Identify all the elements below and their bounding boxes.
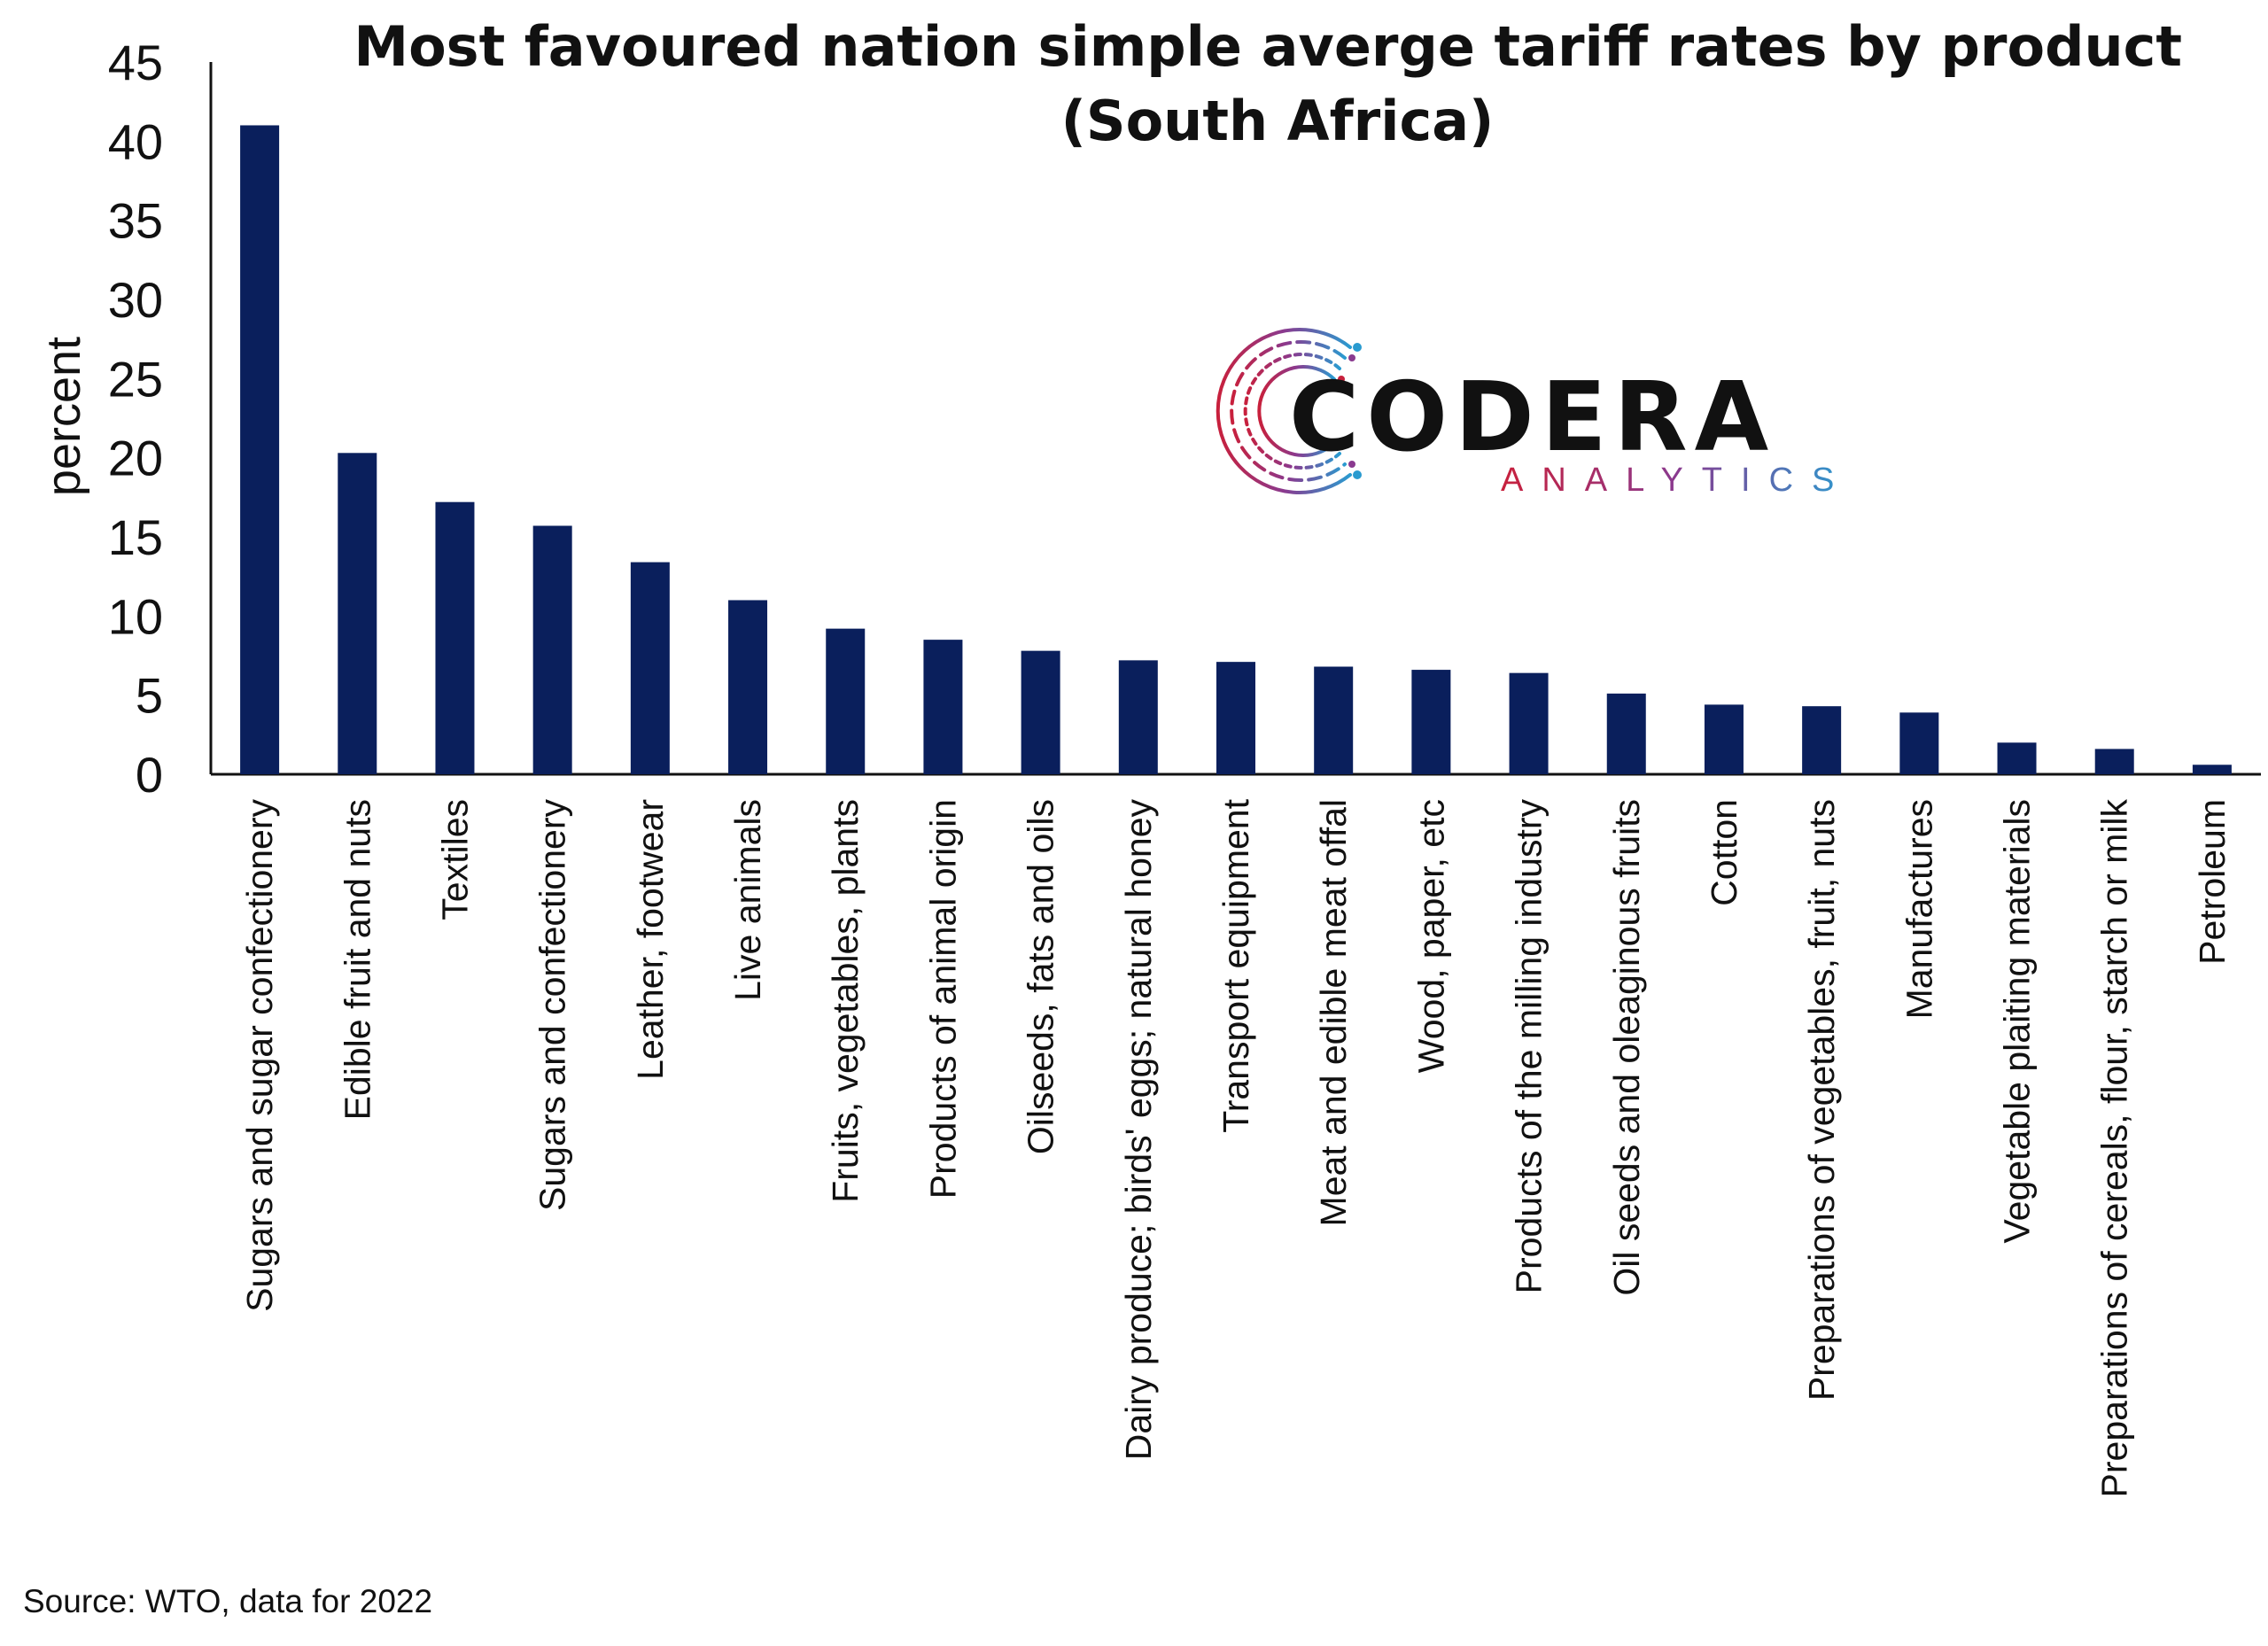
y-tick-label: 20: [108, 431, 163, 486]
x-category-label: Manufactures: [1899, 799, 1939, 1019]
y-tick-label: 35: [108, 193, 163, 249]
bar: [1021, 650, 1060, 774]
x-category-label: Leather, footwear: [630, 799, 671, 1080]
chart-title: Most favoured nation simple averge tarif…: [353, 14, 2201, 153]
category-labels: Sugars and sugar confectionery Edible fru…: [239, 798, 2233, 1497]
logo-subtitle: ANALYTICS: [1501, 462, 1852, 499]
bar: [1899, 712, 1939, 774]
y-tick-label: 15: [108, 509, 163, 565]
bar: [240, 125, 280, 774]
x-category-label: Products of animal origin: [922, 799, 963, 1199]
y-tick-label: 30: [108, 272, 163, 328]
y-ticks: 0 5 10 15 20 25 30 35 40 45: [108, 35, 163, 803]
y-tick-label: 45: [108, 35, 163, 90]
bar: [1606, 693, 1646, 774]
bar: [728, 600, 768, 774]
bar: [1216, 662, 1255, 774]
x-category-label: Fruits, vegetables, plants: [825, 799, 866, 1203]
bar: [826, 628, 866, 774]
x-category-label: Sugars and sugar confectionery: [239, 799, 280, 1312]
logo-wordmark: CODERA: [1289, 362, 1775, 473]
bar: [2094, 749, 2134, 774]
bar: [630, 562, 670, 774]
bar: [435, 501, 475, 774]
bar: [2192, 765, 2232, 774]
bar: [338, 453, 377, 774]
x-category-label: Edible fruit and nuts: [337, 799, 377, 1120]
y-tick-label: 10: [108, 588, 163, 644]
codera-logo: CODERA ANALYTICS: [1216, 328, 1852, 499]
x-category-label: Cotton: [1704, 799, 1744, 906]
y-tick-label: 25: [108, 351, 163, 407]
chart-title-line-1: Most favoured nation simple averge tarif…: [353, 14, 2182, 79]
bar: [532, 525, 572, 774]
y-tick-label: 0: [136, 747, 163, 803]
x-category-label: Oilseeds, fats and oils: [1021, 799, 1061, 1154]
bar: [1411, 670, 1451, 774]
x-category-label: Preparations of vegetables, fruit, nuts: [1801, 799, 1842, 1401]
x-category-label: Textiles: [434, 799, 475, 920]
bar: [1704, 704, 1744, 774]
codera-logo-mark-icon: [1216, 328, 1362, 494]
x-category-label: Dairy produce; birds' eggs; natural hone…: [1118, 799, 1159, 1461]
bar: [1314, 666, 1354, 774]
x-category-label: Petroleum: [2192, 799, 2233, 965]
x-category-label: Products of the milling industry: [1509, 799, 1550, 1294]
bar: [1802, 706, 1842, 774]
y-tick-label: 40: [108, 113, 163, 169]
x-category-label: Sugars and confectionery: [532, 799, 573, 1211]
bars: [240, 125, 2232, 774]
x-category-label: Meat and edible meat offal: [1313, 799, 1354, 1226]
bar: [1118, 660, 1158, 774]
x-category-label: Transport equipment: [1216, 798, 1256, 1132]
source-note: Source: WTO, data for 2022: [23, 1583, 432, 1619]
x-category-label: Wood, paper, etc: [1410, 799, 1451, 1073]
bar: [1997, 742, 2037, 774]
bar: [1509, 672, 1549, 774]
y-axis-label: percent: [37, 337, 90, 496]
x-category-label: Vegetable plaiting materials: [1997, 799, 2038, 1243]
x-category-label: Live animals: [727, 799, 768, 1001]
bar: [923, 640, 963, 774]
y-tick-label: 5: [136, 668, 163, 724]
chart-title-line-2: (South Africa): [1061, 89, 1495, 153]
x-category-label: Preparations of cereals, flour, starch o…: [2094, 799, 2135, 1498]
x-category-label: Oil seeds and oleaginous fruits: [1606, 799, 1647, 1296]
